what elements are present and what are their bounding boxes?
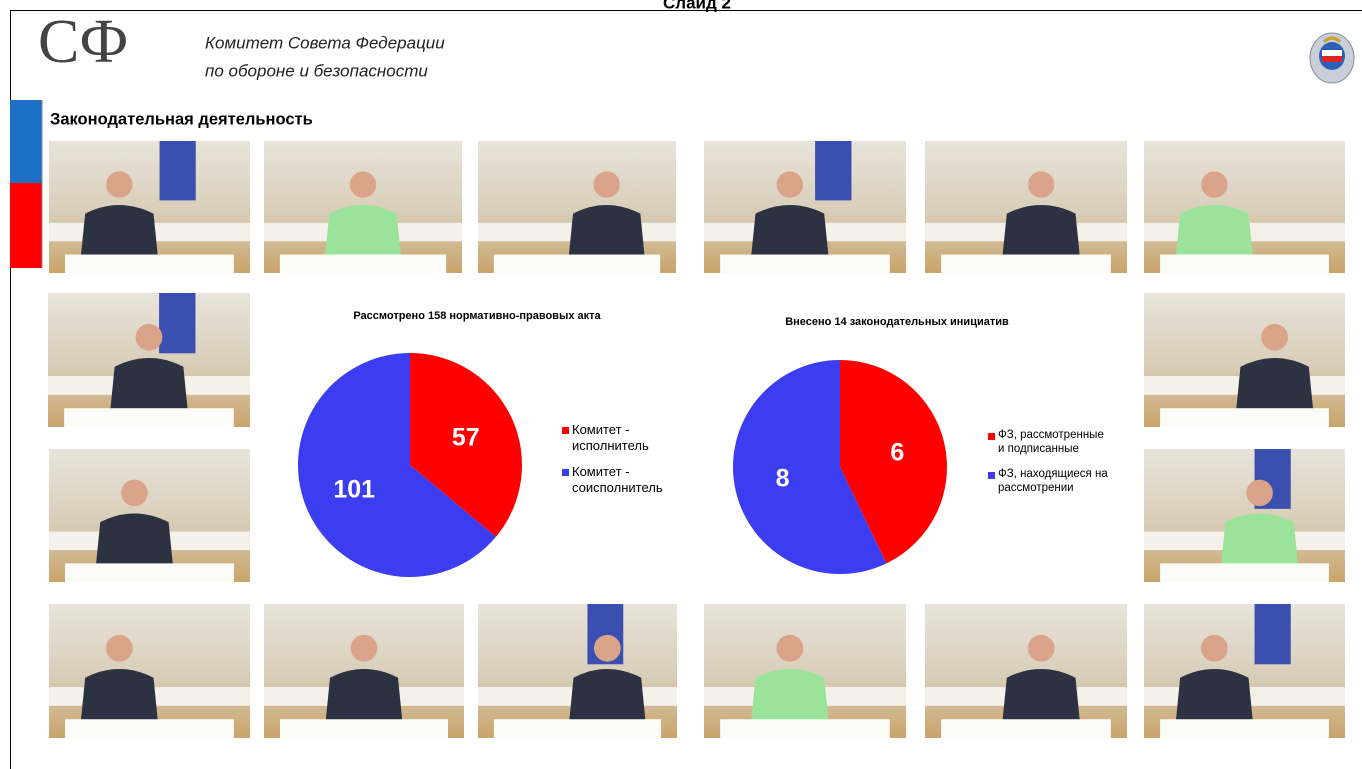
photo xyxy=(1144,449,1345,582)
photo-head xyxy=(351,635,378,662)
slide: Слайд 2 СФ Комитет Совета Федерации по о… xyxy=(0,0,1362,769)
photo xyxy=(49,604,250,738)
emblem xyxy=(1310,33,1354,83)
photo xyxy=(704,141,906,273)
photo-podium xyxy=(494,719,661,738)
photo-head xyxy=(1028,635,1055,662)
data-label: 57 xyxy=(452,424,480,452)
photo-head xyxy=(1261,324,1288,351)
section-title: Законодательная деятельность xyxy=(50,110,313,128)
photo-podium xyxy=(720,255,890,273)
photo xyxy=(49,449,250,582)
legend-swatch xyxy=(988,472,995,479)
legend-swatch xyxy=(562,469,569,476)
legend-entry: ФЗ, находящиеся на рассмотрении xyxy=(998,467,1138,507)
photo-podium xyxy=(65,719,234,738)
legend-swatch xyxy=(562,427,569,434)
photo xyxy=(264,604,464,738)
photo-head xyxy=(777,171,803,197)
photo-podium xyxy=(941,255,1111,273)
data-label: 6 xyxy=(890,439,904,467)
legend-entry: Комитет - исполнитель xyxy=(572,422,692,462)
photo-head xyxy=(594,171,620,197)
committee-name: по обороне и безопасности xyxy=(205,61,428,80)
chart-title: Рассмотрено 158 нормативно-правовых акта xyxy=(353,310,601,322)
photo-flag xyxy=(815,141,851,200)
slide-label: Слайд 2 xyxy=(663,0,731,12)
photo-podium xyxy=(1160,563,1329,582)
photo-podium xyxy=(280,719,448,738)
data-label: 8 xyxy=(776,465,790,493)
photo xyxy=(925,141,1127,273)
legend-entry: ФЗ, рассмотренные и подписанные xyxy=(998,428,1138,468)
legend-label: ФЗ, находящиеся на рассмотрении xyxy=(998,467,1108,496)
photo xyxy=(49,141,250,273)
photo-head xyxy=(350,171,376,197)
photo-head xyxy=(136,324,163,351)
photo-head xyxy=(1201,635,1228,662)
photo-podium xyxy=(1160,719,1329,738)
pie-chart: Рассмотрено 158 нормативно-правовых акта… xyxy=(298,310,692,577)
photo xyxy=(264,141,462,273)
photo-podium xyxy=(65,563,234,582)
photo-podium xyxy=(494,255,660,273)
photo-podium xyxy=(941,719,1111,738)
page: { "header": { "slide_label": "Слайд 2", … xyxy=(0,0,1362,769)
chart-title: Внесено 14 законодательных инициатив xyxy=(785,316,1009,328)
photo-head xyxy=(1201,171,1227,197)
legend-label: ФЗ, рассмотренные и подписанные xyxy=(998,428,1108,457)
photo-flag xyxy=(1255,604,1291,664)
photo-flag xyxy=(159,293,195,353)
charts: Рассмотрено 158 нормативно-правовых акта… xyxy=(298,310,1138,577)
photo xyxy=(48,293,250,427)
legend-label: Комитет - исполнитель xyxy=(572,422,662,455)
photo xyxy=(1144,293,1345,427)
photo xyxy=(1144,604,1345,738)
flag-blue xyxy=(10,100,42,183)
photo-head xyxy=(776,635,803,662)
photo-podium xyxy=(65,255,234,273)
photo-head xyxy=(121,480,148,507)
legend-label: Комитет - соисполнитель xyxy=(572,464,662,497)
photo xyxy=(704,604,906,738)
flag-red xyxy=(10,183,42,268)
photo xyxy=(925,604,1127,738)
photo xyxy=(1144,141,1345,273)
photo-head xyxy=(1246,480,1273,507)
photo-head xyxy=(106,635,133,662)
photo-grid xyxy=(48,141,1345,738)
pie-chart: Внесено 14 законодательных инициатив 6 ФЗ,… xyxy=(733,316,1138,574)
committee-name: Комитет Совета Федерации xyxy=(205,33,445,52)
photo-flag xyxy=(160,141,196,200)
photo-head xyxy=(1028,171,1054,197)
photo-head xyxy=(106,171,132,197)
photo xyxy=(478,604,677,738)
photo xyxy=(478,141,676,273)
photo-podium xyxy=(280,255,446,273)
photo-podium xyxy=(720,719,890,738)
photo-podium xyxy=(1160,255,1329,273)
photo-podium xyxy=(64,408,234,427)
data-label: 101 xyxy=(333,476,375,504)
photo-podium xyxy=(1160,408,1329,427)
logo: СФ xyxy=(38,8,128,76)
legend-swatch xyxy=(988,433,995,440)
photo-head xyxy=(594,635,621,662)
legend-entry: Комитет - соисполнитель xyxy=(572,464,692,504)
